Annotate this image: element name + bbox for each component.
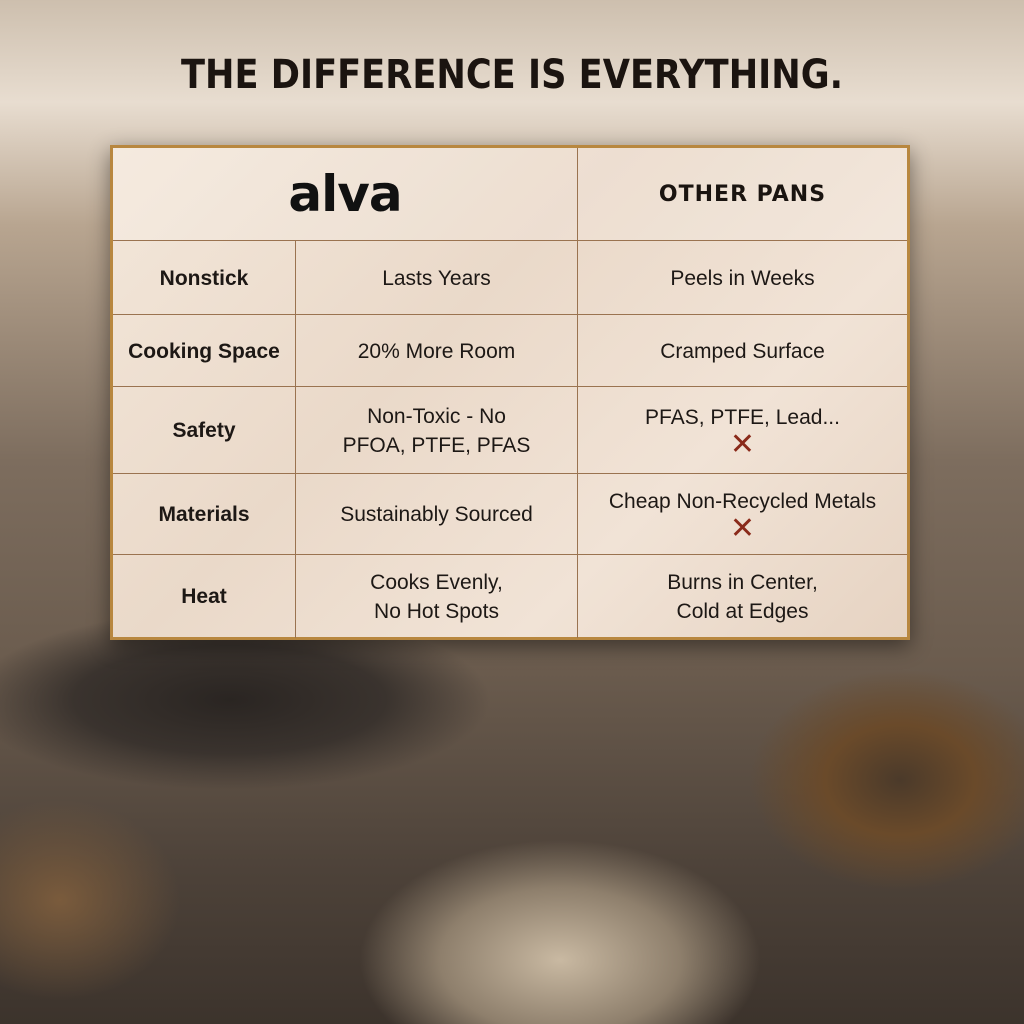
- alva-value: 20% More Room: [357, 339, 516, 363]
- x-mark-icon: ✕: [729, 511, 756, 546]
- feature-label: Materials: [158, 503, 250, 526]
- table-row: Nonstick Lasts Years Peels in Weeks: [113, 240, 907, 315]
- table-header: alva OTHER PANS: [113, 148, 907, 240]
- brand-logo: alva: [113, 148, 577, 240]
- feature-label: Heat: [181, 585, 227, 608]
- table-row: Materials Sustainably Sourced Cheap Non-Re…: [113, 473, 907, 555]
- feature-cell: Materials: [113, 474, 295, 555]
- other-cell: Peels in Weeks: [577, 241, 907, 315]
- other-cell: Cramped Surface: [577, 315, 907, 387]
- headline: THE DIFFERENCE IS EVERYTHING.: [181, 52, 843, 98]
- other-value: PFAS, PTFE, Lead...: [645, 406, 840, 429]
- feature-label: Safety: [172, 419, 236, 442]
- feature-label: Cooking Space: [128, 339, 280, 363]
- other-value: Cold at Edges: [676, 599, 809, 623]
- brand-logo-text: alva: [288, 164, 402, 223]
- feature-cell: Safety: [113, 387, 295, 474]
- alva-cell: Non-Toxic - No PFOA, PTFE, PFAS: [295, 387, 577, 474]
- x-mark-icon: ✕: [729, 427, 756, 462]
- other-cell: PFAS, PTFE, Lead... ✕: [577, 387, 907, 474]
- alva-value: Cooks Evenly,: [370, 570, 503, 594]
- other-value: Burns in Center,: [667, 570, 818, 594]
- alva-cell: Lasts Years: [295, 241, 577, 315]
- alva-cell: Cooks Evenly, No Hot Spots: [295, 555, 577, 638]
- other-value: Cheap Non-Recycled Metals: [608, 490, 877, 513]
- alva-cell: 20% More Room: [295, 315, 577, 387]
- alva-value: No Hot Spots: [374, 599, 499, 623]
- alva-value: Sustainably Sourced: [340, 503, 533, 526]
- feature-cell: Nonstick: [113, 241, 295, 315]
- table-row: Safety Non-Toxic - No PFOA, PTFE, PFAS PFAS…: [113, 386, 907, 474]
- alva-value: Lasts Years: [382, 266, 491, 290]
- alva-value: PFOA, PTFE, PFAS: [342, 433, 531, 457]
- other-cell: Burns in Center, Cold at Edges: [577, 555, 907, 638]
- competitor-label: OTHER PANS: [658, 181, 827, 207]
- table-row: Heat Cooks Evenly, No Hot Spots Burns in Ce…: [113, 554, 907, 638]
- feature-cell: Cooking Space: [113, 315, 295, 387]
- feature-cell: Heat: [113, 555, 295, 638]
- competitor-header: OTHER PANS: [577, 148, 907, 240]
- table-row: Cooking Space 20% More Room Cramped Surfac…: [113, 314, 907, 387]
- other-cell: Cheap Non-Recycled Metals ✕: [577, 474, 907, 555]
- other-value: Cramped Surface: [660, 339, 825, 363]
- alva-value: Non-Toxic - No: [367, 404, 506, 428]
- comparison-table: alva OTHER PANS Nonstick Lasts Years Peels…: [110, 145, 910, 640]
- alva-cell: Sustainably Sourced: [295, 474, 577, 555]
- feature-label: Nonstick: [159, 266, 249, 290]
- other-value: Peels in Weeks: [670, 266, 815, 290]
